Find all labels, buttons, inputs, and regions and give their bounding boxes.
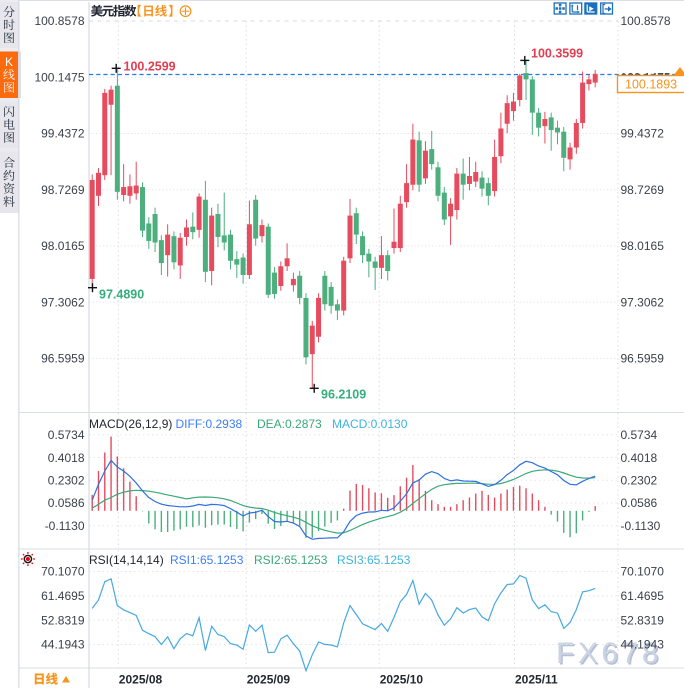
svg-text:97.4890: 97.4890 <box>99 288 144 302</box>
svg-text:70.1070: 70.1070 <box>41 565 85 579</box>
svg-text:98.0165: 98.0165 <box>621 239 665 253</box>
svg-text:0.5734: 0.5734 <box>621 428 658 442</box>
svg-text:0.0586: 0.0586 <box>48 496 85 510</box>
svg-text:RSI3:65.1253: RSI3:65.1253 <box>337 553 411 567</box>
svg-text:0.2302: 0.2302 <box>621 474 658 488</box>
svg-text:98.0165: 98.0165 <box>41 239 85 253</box>
svg-text:2025/10: 2025/10 <box>380 673 424 687</box>
svg-text:DEA:0.2873: DEA:0.2873 <box>257 417 322 431</box>
svg-text:97.3062: 97.3062 <box>41 295 85 309</box>
svg-text:98.7269: 98.7269 <box>41 183 85 197</box>
svg-text:0.5734: 0.5734 <box>48 428 85 442</box>
svg-text:0.2302: 0.2302 <box>48 474 85 488</box>
svg-text:MACD:0.0130: MACD:0.0130 <box>332 417 408 431</box>
svg-text:61.4695: 61.4695 <box>621 589 665 603</box>
svg-text:RSI(14,14,14): RSI(14,14,14) <box>89 553 164 567</box>
svg-text:0.4018: 0.4018 <box>48 451 85 465</box>
svg-text:96.5959: 96.5959 <box>41 352 85 366</box>
svg-text:100.8578: 100.8578 <box>34 14 84 28</box>
svg-text:RSI2:65.1253: RSI2:65.1253 <box>254 553 328 567</box>
svg-text:96.2109: 96.2109 <box>321 388 366 402</box>
svg-text:100.8578: 100.8578 <box>621 14 671 28</box>
svg-text:DIFF:0.2938: DIFF:0.2938 <box>176 417 243 431</box>
svg-text:98.7269: 98.7269 <box>621 183 665 197</box>
svg-text:0.4018: 0.4018 <box>621 451 658 465</box>
svg-text:2025/11: 2025/11 <box>515 673 558 687</box>
svg-text:-0.1130: -0.1130 <box>45 519 85 533</box>
svg-text:61.4695: 61.4695 <box>41 589 85 603</box>
svg-text:99.4372: 99.4372 <box>621 127 665 141</box>
svg-text:100.1893: 100.1893 <box>625 78 677 92</box>
svg-text:70.1070: 70.1070 <box>621 565 665 579</box>
svg-text:-0.1130: -0.1130 <box>621 519 661 533</box>
svg-text:99.4372: 99.4372 <box>41 127 85 141</box>
svg-text:44.1943: 44.1943 <box>621 638 665 652</box>
svg-text:0.0586: 0.0586 <box>621 496 658 510</box>
svg-text:52.8319: 52.8319 <box>621 613 665 627</box>
svg-text:100.1475: 100.1475 <box>34 70 84 84</box>
svg-text:2025/08: 2025/08 <box>119 673 163 687</box>
svg-text:97.3062: 97.3062 <box>621 295 665 309</box>
svg-text:K: K <box>5 55 13 69</box>
svg-text:MACD(26,12,9): MACD(26,12,9) <box>89 417 172 431</box>
svg-text:100.2599: 100.2599 <box>124 60 176 74</box>
svg-text:52.8319: 52.8319 <box>41 613 85 627</box>
svg-text:2025/09: 2025/09 <box>247 673 291 687</box>
svg-text:RSI1:65.1253: RSI1:65.1253 <box>170 553 244 567</box>
svg-text:100.3599: 100.3599 <box>531 47 583 61</box>
svg-text:96.5959: 96.5959 <box>621 352 665 366</box>
svg-text:44.1943: 44.1943 <box>41 638 85 652</box>
